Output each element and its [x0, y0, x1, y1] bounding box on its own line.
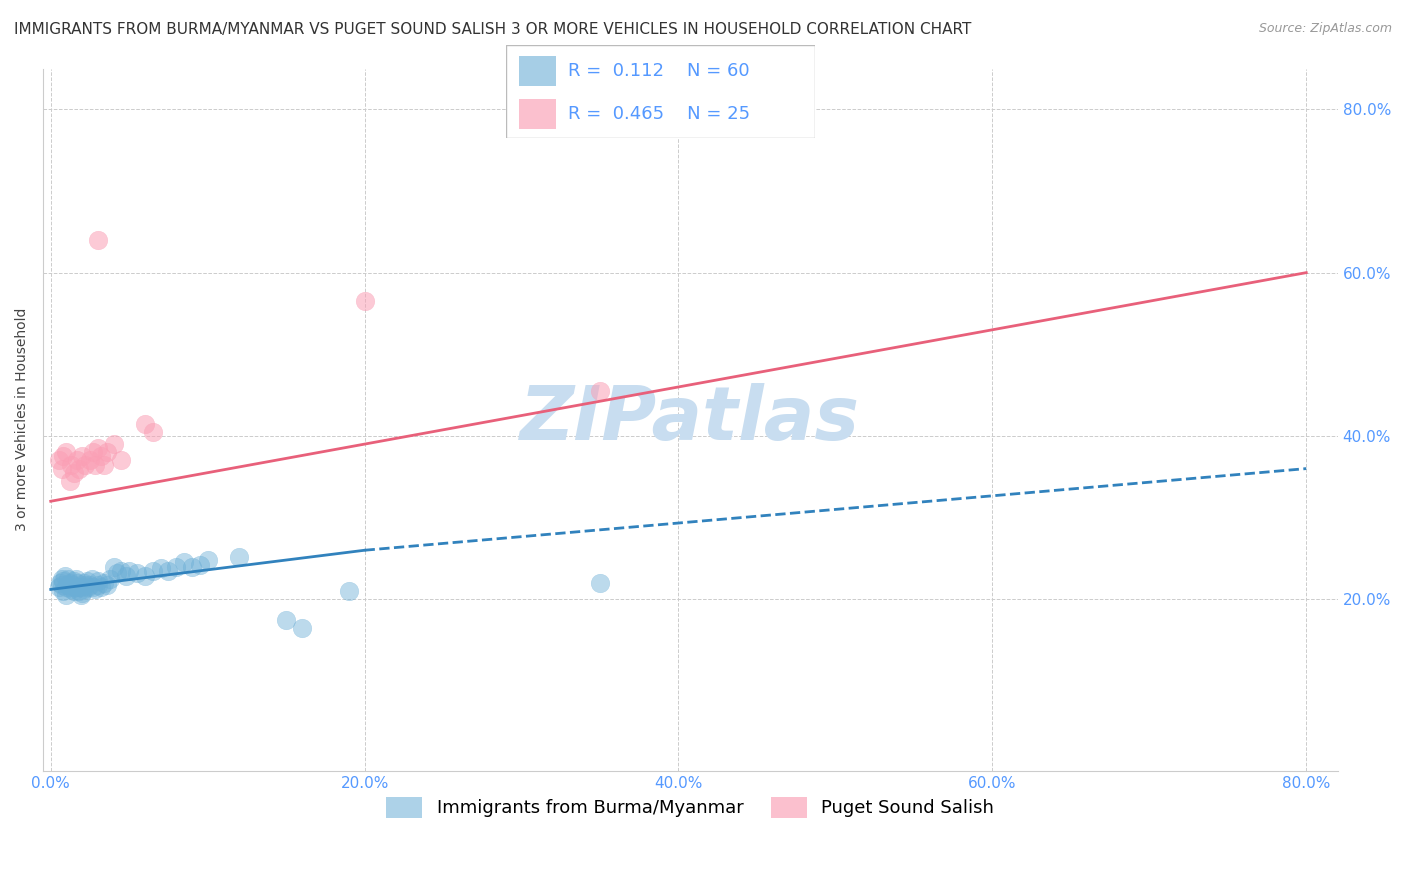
FancyBboxPatch shape — [519, 99, 555, 129]
Point — [53, 569, 76, 583]
Point — [60, 582, 83, 597]
Point — [103, 559, 125, 574]
Point — [52, 450, 75, 464]
Point — [589, 384, 612, 398]
Point — [291, 621, 314, 635]
Point — [93, 575, 115, 590]
Point — [103, 437, 125, 451]
Point — [105, 566, 128, 580]
Point — [52, 574, 75, 589]
Point — [63, 466, 86, 480]
Point — [79, 577, 101, 591]
Point — [149, 561, 172, 575]
Point — [63, 574, 86, 589]
Point — [80, 572, 103, 586]
FancyBboxPatch shape — [519, 56, 555, 86]
FancyBboxPatch shape — [506, 45, 815, 138]
Point — [181, 559, 204, 574]
Point — [75, 458, 97, 472]
Point — [96, 445, 118, 459]
Point — [93, 458, 115, 472]
Point — [76, 574, 98, 589]
Point — [100, 572, 122, 586]
Point — [56, 572, 79, 586]
Point — [197, 553, 219, 567]
Point — [55, 588, 77, 602]
Point — [66, 575, 89, 590]
Point — [87, 577, 110, 591]
Point — [60, 458, 83, 472]
Point — [51, 572, 73, 586]
Point — [173, 556, 195, 570]
Point — [52, 584, 75, 599]
Point — [142, 564, 165, 578]
Point — [353, 294, 375, 309]
Point — [67, 584, 90, 599]
Point — [142, 425, 165, 439]
Point — [82, 580, 104, 594]
Point — [49, 575, 72, 590]
Point — [96, 577, 118, 591]
Text: Source: ZipAtlas.com: Source: ZipAtlas.com — [1258, 22, 1392, 36]
Point — [125, 566, 148, 580]
Point — [69, 588, 91, 602]
Point — [48, 580, 70, 594]
Point — [66, 453, 89, 467]
Point — [83, 458, 105, 472]
Point — [115, 569, 138, 583]
Point — [60, 580, 83, 594]
Point — [67, 461, 90, 475]
Text: ZIPatlas: ZIPatlas — [520, 383, 860, 456]
Y-axis label: 3 or more Vehicles in Household: 3 or more Vehicles in Household — [15, 308, 30, 532]
Text: R =  0.112    N = 60: R = 0.112 N = 60 — [568, 62, 749, 79]
Point — [67, 580, 90, 594]
Text: IMMIGRANTS FROM BURMA/MYANMAR VS PUGET SOUND SALISH 3 OR MORE VEHICLES IN HOUSEH: IMMIGRANTS FROM BURMA/MYANMAR VS PUGET S… — [14, 22, 972, 37]
Point — [55, 445, 77, 459]
Point — [58, 474, 80, 488]
Point — [118, 564, 141, 578]
Point — [51, 577, 73, 591]
Point — [188, 558, 211, 572]
Point — [134, 417, 156, 431]
Point — [276, 613, 298, 627]
Point — [110, 564, 132, 578]
Point — [58, 575, 80, 590]
Text: R =  0.465    N = 25: R = 0.465 N = 25 — [568, 105, 751, 123]
Point — [82, 445, 104, 459]
Point — [337, 584, 360, 599]
Point — [110, 453, 132, 467]
Point — [70, 450, 93, 464]
Point — [79, 453, 101, 467]
Point — [65, 572, 87, 586]
Point — [157, 564, 180, 578]
Point — [62, 577, 84, 591]
Point — [589, 575, 612, 590]
Point — [75, 577, 97, 591]
Point — [90, 450, 112, 464]
Point — [87, 574, 110, 589]
Point — [63, 584, 86, 599]
Point — [83, 582, 105, 597]
Point — [90, 580, 112, 594]
Point — [87, 441, 110, 455]
Point — [70, 585, 93, 599]
Point — [51, 461, 73, 475]
Point — [65, 580, 87, 594]
Point — [165, 559, 187, 574]
Point — [228, 549, 250, 564]
Point — [48, 453, 70, 467]
Point — [77, 580, 100, 594]
Point — [70, 580, 93, 594]
Point — [134, 569, 156, 583]
Point — [55, 580, 77, 594]
Point — [87, 233, 110, 247]
Point — [56, 577, 79, 591]
Legend: Immigrants from Burma/Myanmar, Puget Sound Salish: Immigrants from Burma/Myanmar, Puget Sou… — [380, 789, 1001, 825]
Point — [73, 582, 96, 597]
Point — [73, 575, 96, 590]
